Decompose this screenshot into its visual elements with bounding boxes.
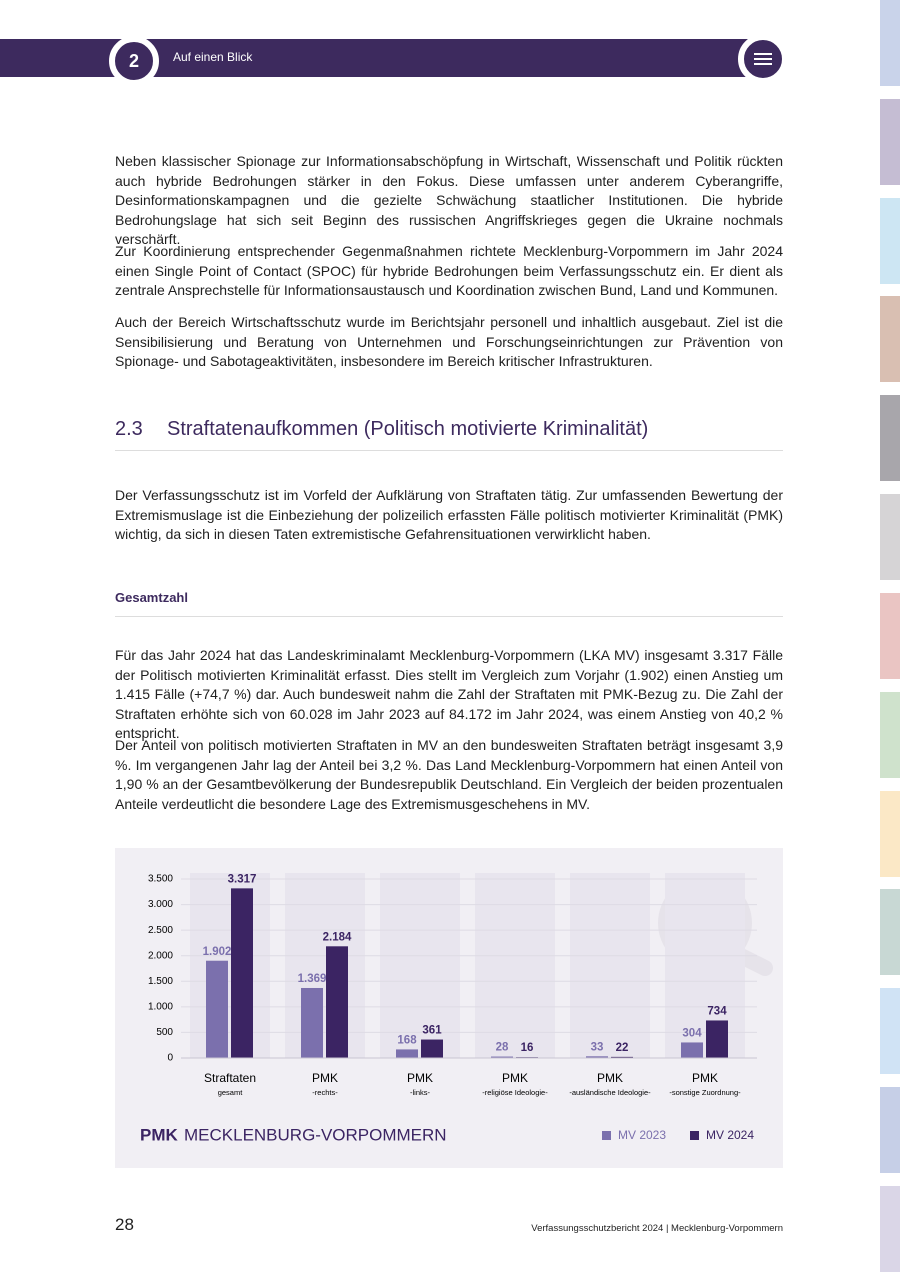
value-label: 22 bbox=[616, 1042, 629, 1054]
tab[interactable] bbox=[880, 1186, 900, 1272]
x-tick-sublabel: -sonstige Zuordnung- bbox=[669, 1088, 741, 1097]
paragraph: Der Verfassungsschutz ist im Vorfeld der… bbox=[115, 487, 783, 542]
legend-swatch bbox=[690, 1131, 699, 1140]
bar bbox=[681, 1042, 703, 1058]
x-tick-label: PMK bbox=[692, 1071, 718, 1085]
footer-text: Verfassungsschutzbericht 2024 | Mecklenb… bbox=[531, 1223, 783, 1234]
x-tick-sublabel: -rechts- bbox=[312, 1088, 338, 1097]
bar bbox=[231, 888, 253, 1058]
value-label: 1.902 bbox=[203, 946, 232, 958]
tab[interactable] bbox=[880, 1087, 900, 1173]
bar bbox=[706, 1020, 728, 1058]
x-tick-label: PMK bbox=[312, 1071, 338, 1085]
divider bbox=[115, 450, 783, 451]
paragraph: Neben klassischer Spionage zur Informati… bbox=[115, 153, 783, 247]
menu-button[interactable] bbox=[738, 34, 788, 84]
bar bbox=[396, 1049, 418, 1058]
tab[interactable] bbox=[880, 494, 900, 580]
value-label: 16 bbox=[521, 1042, 534, 1054]
category-band bbox=[665, 873, 745, 1058]
x-tick-label: PMK bbox=[597, 1071, 623, 1085]
y-tick-label: 500 bbox=[156, 1027, 173, 1038]
value-label: 1.369 bbox=[298, 973, 327, 985]
page-number: 28 bbox=[115, 1215, 134, 1234]
tab[interactable] bbox=[880, 99, 900, 185]
category-band bbox=[190, 873, 270, 1058]
header-title: Auf einen Blick bbox=[173, 50, 253, 64]
tab[interactable] bbox=[880, 988, 900, 1074]
y-tick-label: 2.000 bbox=[148, 950, 173, 961]
paragraph: Zur Koordinierung entsprechender Gegenma… bbox=[115, 243, 783, 298]
x-tick-sublabel: -religiöse Ideologie- bbox=[482, 1088, 548, 1097]
tab[interactable] bbox=[880, 0, 900, 86]
bar bbox=[326, 946, 348, 1058]
category-band bbox=[570, 873, 650, 1058]
y-tick-label: 3.000 bbox=[148, 899, 173, 910]
paragraph: Der Anteil von politisch motivierten Str… bbox=[115, 737, 783, 812]
tab[interactable] bbox=[880, 791, 900, 877]
y-tick-label: 1.000 bbox=[148, 1001, 173, 1012]
legend-swatch bbox=[602, 1131, 611, 1140]
value-label: 361 bbox=[422, 1025, 442, 1037]
x-tick-sublabel: gesamt bbox=[218, 1088, 244, 1097]
paragraph: Auch der Bereich Wirtschaftsschutz wurde… bbox=[115, 314, 783, 369]
x-tick-sublabel: -links- bbox=[410, 1088, 431, 1097]
value-label: 28 bbox=[496, 1042, 509, 1054]
tab[interactable] bbox=[880, 198, 900, 284]
x-tick-label: Straftaten bbox=[204, 1071, 256, 1085]
category-band bbox=[475, 873, 555, 1058]
y-tick-label: 1.500 bbox=[148, 976, 173, 987]
bar bbox=[421, 1039, 443, 1058]
section-number: 2.3 bbox=[115, 418, 143, 440]
divider bbox=[115, 616, 783, 617]
x-tick-sublabel: -ausländische Ideologie- bbox=[569, 1088, 651, 1097]
y-tick-label: 3.500 bbox=[148, 874, 173, 885]
value-label: 734 bbox=[707, 1005, 727, 1017]
value-label: 304 bbox=[682, 1027, 702, 1039]
value-label: 3.317 bbox=[228, 873, 257, 885]
x-tick-label: PMK bbox=[407, 1071, 433, 1085]
tab[interactable] bbox=[880, 296, 900, 382]
chart-title: MECKLENBURG-VORPOMMERN bbox=[184, 1125, 447, 1144]
tab[interactable] bbox=[880, 889, 900, 975]
paragraph: Für das Jahr 2024 hat das Landeskriminal… bbox=[115, 647, 783, 741]
subsection-title: Gesamtzahl bbox=[115, 590, 188, 605]
category-band bbox=[380, 873, 460, 1058]
tab[interactable] bbox=[880, 593, 900, 679]
y-tick-label: 0 bbox=[167, 1053, 173, 1064]
section-title: Straftatenaufkommen (Politisch motiviert… bbox=[167, 418, 649, 440]
chapter-badge[interactable]: 2 bbox=[109, 36, 159, 86]
bar bbox=[586, 1056, 608, 1058]
chart-title-bold: PMK bbox=[140, 1125, 179, 1144]
category-band bbox=[285, 873, 365, 1058]
chart: PMK MECKLENBURG-VORPOMMERN 0 500 1.000 1.50… bbox=[115, 848, 783, 1168]
bar bbox=[206, 960, 228, 1058]
legend-label: MV 2024 bbox=[706, 1128, 754, 1142]
x-tick-label: PMK bbox=[502, 1071, 528, 1085]
value-label: 33 bbox=[591, 1041, 604, 1053]
y-tick-label: 2.500 bbox=[148, 925, 173, 936]
legend-label: MV 2023 bbox=[618, 1128, 666, 1142]
tab[interactable] bbox=[880, 692, 900, 778]
tab[interactable] bbox=[880, 395, 900, 481]
bar bbox=[301, 987, 323, 1058]
bar bbox=[491, 1056, 513, 1058]
value-label: 2.184 bbox=[323, 931, 352, 943]
bar bbox=[611, 1056, 633, 1058]
value-label: 168 bbox=[397, 1034, 417, 1046]
